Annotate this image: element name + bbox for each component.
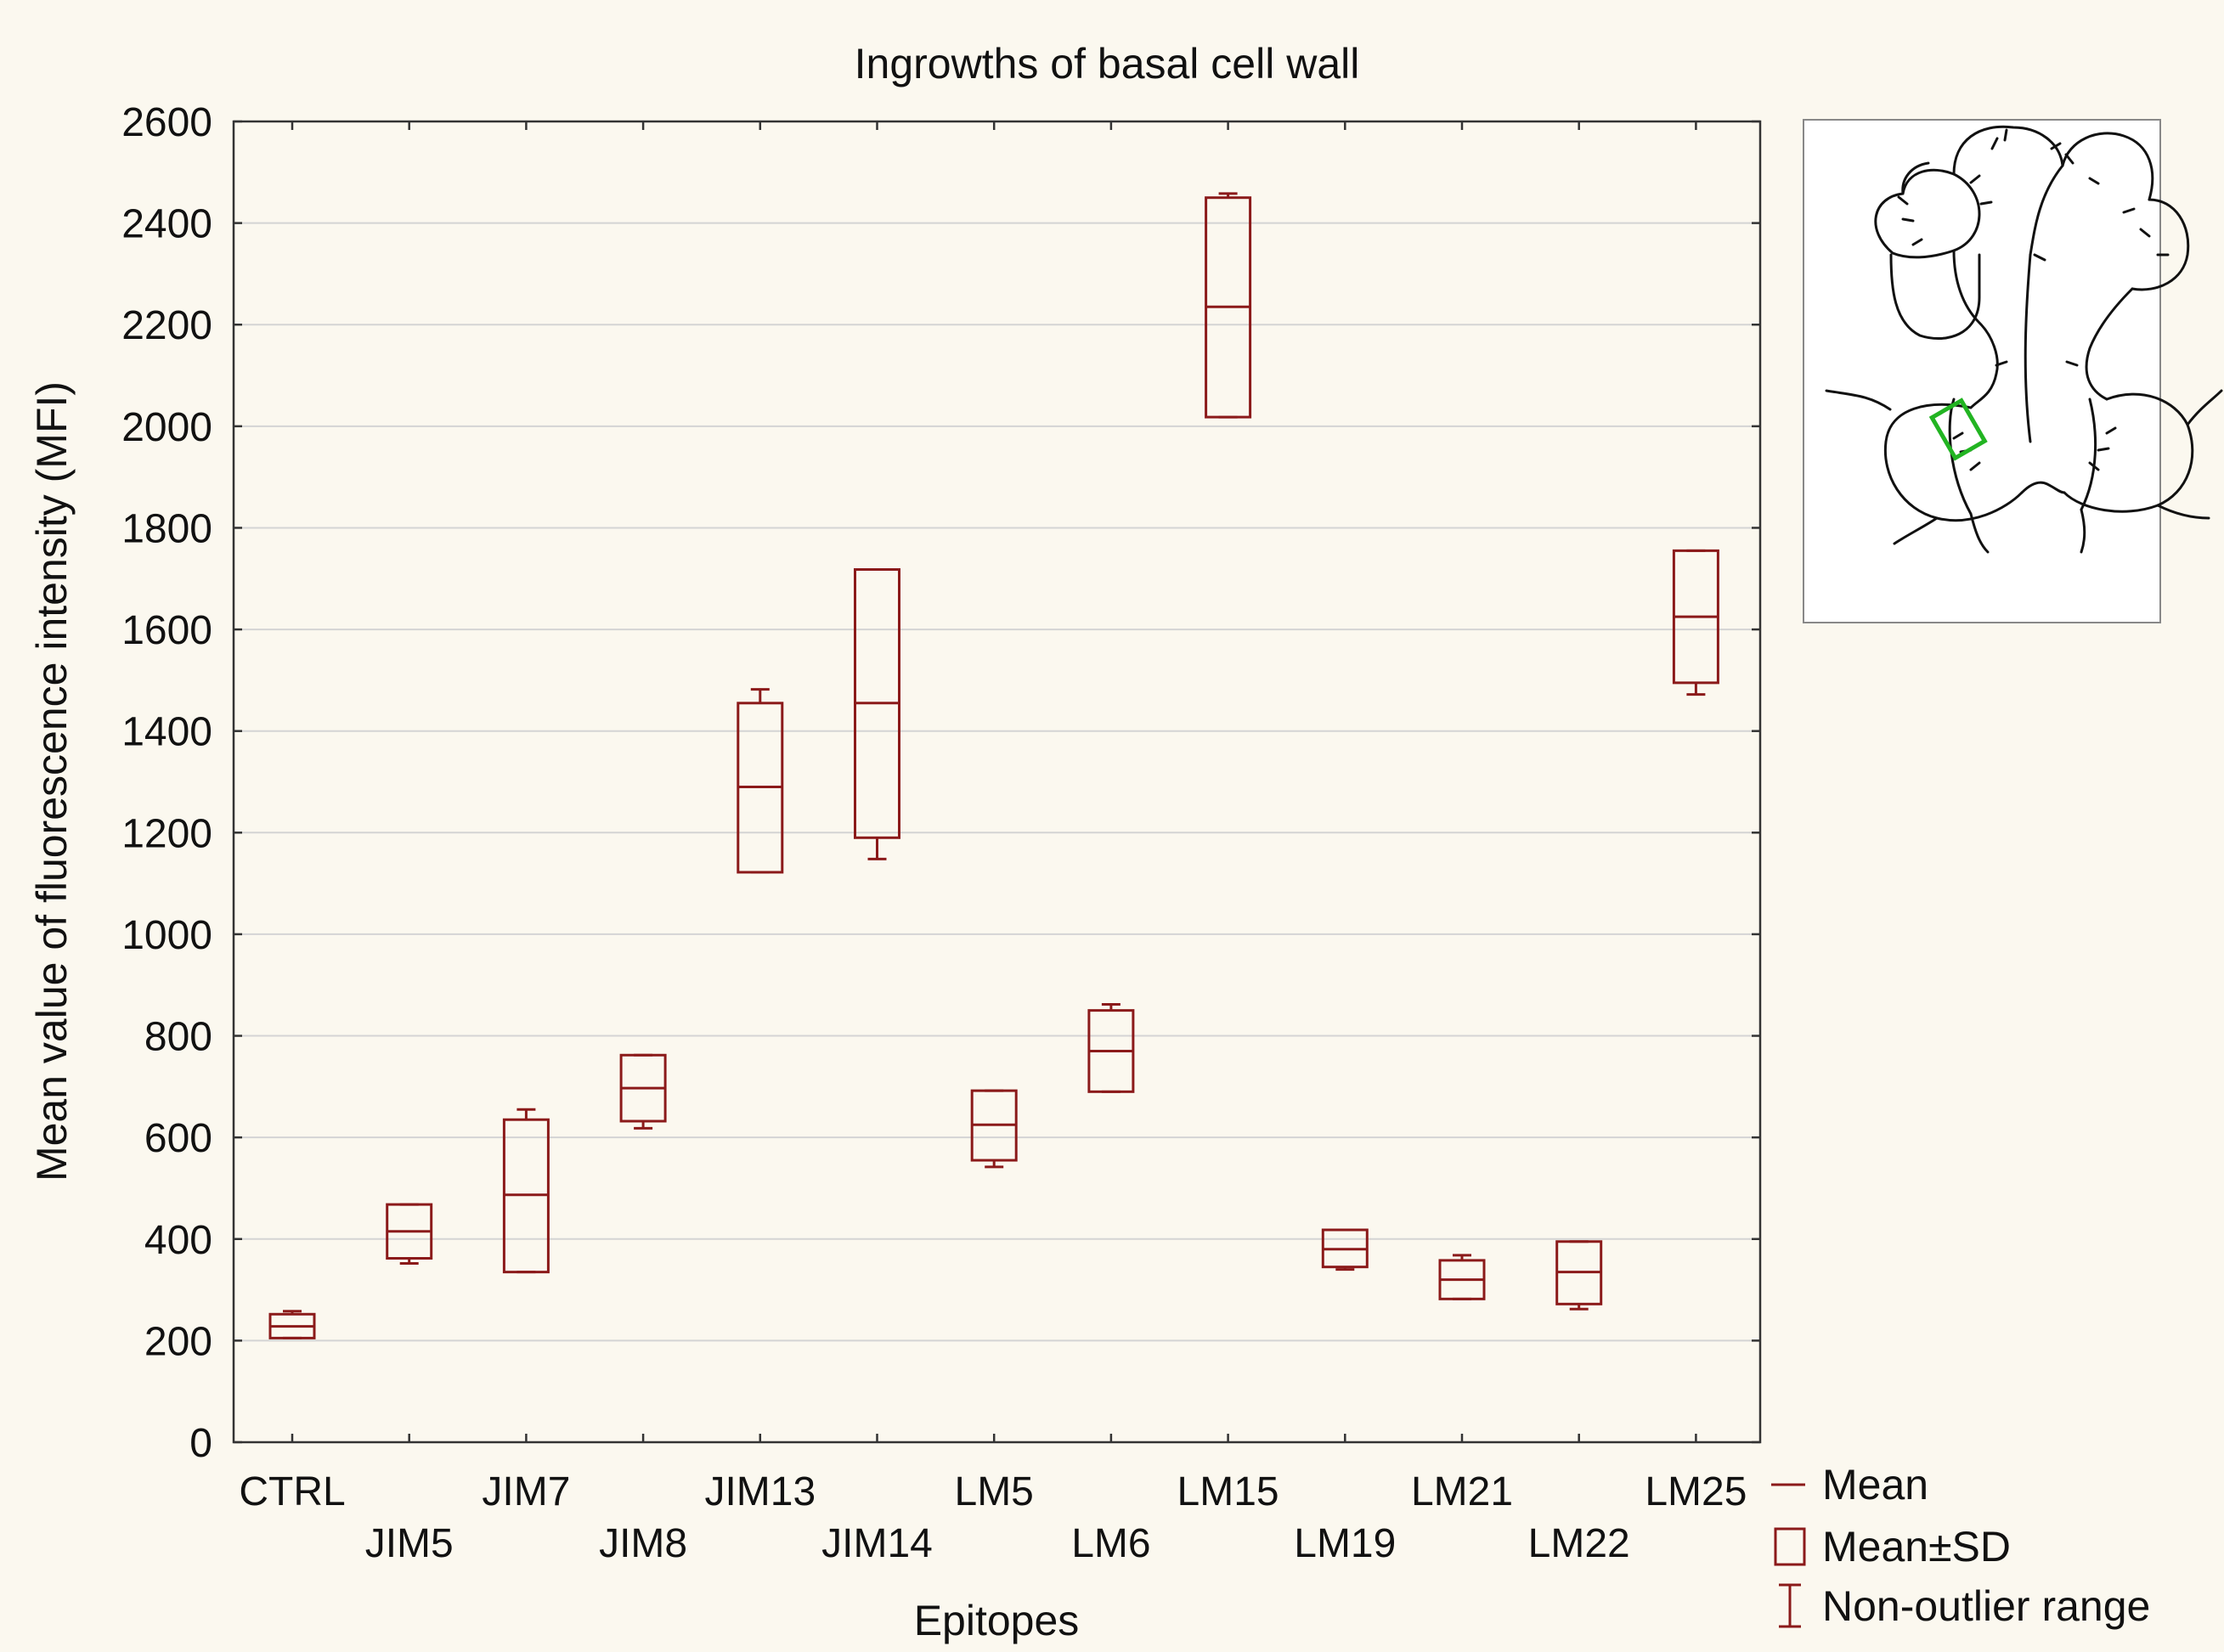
y-tick-label: 2600 — [121, 100, 212, 145]
y-tick-label: 2200 — [121, 303, 212, 348]
gridlines — [234, 222, 1760, 1342]
box-lm6 — [1087, 1002, 1135, 1093]
x-tick-label: JIM7 — [482, 1469, 570, 1514]
box-jim14 — [854, 568, 900, 860]
x-tick-label: JIM13 — [704, 1469, 816, 1514]
y-tick-label: 1800 — [121, 506, 212, 551]
x-tick-label: LM15 — [1177, 1469, 1279, 1514]
y-tick-label: 400 — [144, 1218, 212, 1263]
box-ctrl — [268, 1310, 316, 1339]
x-tick-label: LM25 — [1645, 1469, 1747, 1514]
y-tick-label: 800 — [144, 1015, 212, 1060]
y-axis-label: Mean value of fluorescence intensity (MF… — [28, 381, 76, 1181]
box-jim8 — [619, 1053, 667, 1130]
plot-frame — [232, 120, 1762, 1444]
highlight-region-marker — [1928, 397, 1988, 461]
y-tick-label: 1200 — [121, 811, 212, 856]
y-tick-label: 1400 — [121, 710, 212, 755]
inset-frame — [1803, 119, 2161, 623]
legend-box-label: Mean±SD — [1822, 1523, 2011, 1570]
x-tick-label: CTRL — [239, 1469, 345, 1514]
box-jim7 — [502, 1108, 550, 1274]
x-tick-label: LM21 — [1411, 1469, 1513, 1514]
y-tick-label: 1600 — [121, 608, 212, 653]
x-axis-label: Epitopes — [914, 1597, 1080, 1644]
x-tick-label: LM5 — [955, 1469, 1034, 1514]
y-tick-label: 0 — [189, 1421, 212, 1466]
legend: Mean Mean±SD Non-outlier range — [1771, 1461, 2150, 1630]
y-tick-label: 600 — [144, 1116, 212, 1161]
x-tick-label: LM19 — [1294, 1521, 1396, 1566]
box-plot-series — [268, 192, 1719, 1339]
y-tick-label: 200 — [144, 1319, 212, 1364]
y-tick-label: 2000 — [121, 405, 212, 450]
box-lm21 — [1438, 1254, 1486, 1300]
y-tick-label: 1000 — [121, 913, 212, 958]
inset-diagram — [1803, 119, 2223, 623]
legend-whisker-label: Non-outlier range — [1822, 1582, 2150, 1630]
box-lm5 — [970, 1089, 1018, 1169]
y-tick-label: 2400 — [121, 202, 212, 247]
legend-box-symbol — [1774, 1527, 1806, 1566]
x-tick-label: JIM8 — [599, 1521, 687, 1566]
box-lm25 — [1672, 549, 1719, 696]
legend-mean-label: Mean — [1822, 1461, 1928, 1508]
x-tick-label: LM22 — [1528, 1521, 1630, 1566]
box-lm15 — [1205, 192, 1252, 419]
chart-title: Ingrowths of basal cell wall — [855, 40, 1360, 87]
box-lm22 — [1555, 1240, 1603, 1311]
x-tick-label: JIM14 — [821, 1521, 933, 1566]
x-tick-label: JIM5 — [365, 1521, 454, 1566]
box-jim5 — [386, 1203, 433, 1265]
y-axis: 0 200 400 600 800 1000 1200 1400 1600 1800 2000 220… — [121, 100, 1760, 1466]
box-jim13 — [737, 688, 784, 874]
box-lm19 — [1321, 1228, 1369, 1271]
legend-whisker-symbol — [1779, 1583, 1801, 1628]
x-tick-label: LM6 — [1071, 1521, 1150, 1566]
